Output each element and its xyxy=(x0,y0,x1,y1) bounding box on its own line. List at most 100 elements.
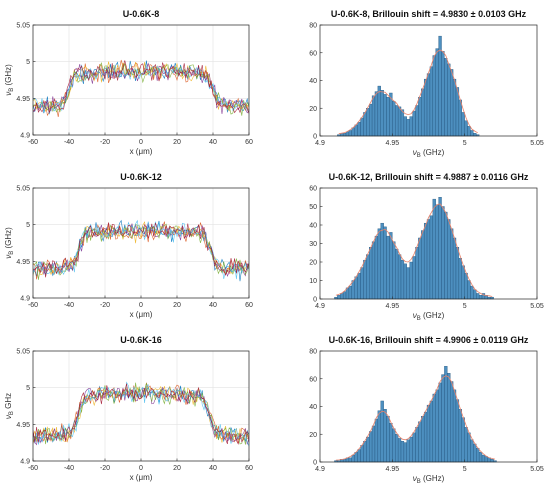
histogram-bar xyxy=(452,78,457,137)
x-tick-label: -60 xyxy=(28,139,38,146)
histogram-bar xyxy=(392,101,396,137)
histogram-bar xyxy=(354,124,358,137)
histogram-bar xyxy=(455,399,460,463)
histogram-bar xyxy=(435,48,439,137)
histogram-bar xyxy=(348,285,352,300)
y-tick-label: 50 xyxy=(309,204,317,211)
chart-title: U-0.6K-12 xyxy=(120,172,162,182)
x-axis-label: νB (GHz) xyxy=(413,474,445,485)
histogram-bar xyxy=(435,204,439,300)
histogram-bar xyxy=(409,261,413,300)
histogram-bar xyxy=(348,130,352,137)
y-tick-label: 4.9 xyxy=(20,459,30,466)
x-tick-label: 5 xyxy=(463,466,467,473)
histogram-bar xyxy=(470,130,474,137)
histogram-bar xyxy=(438,382,442,463)
histogram-bar xyxy=(470,285,474,300)
x-axis-label: x (μm) xyxy=(130,310,153,319)
x-tick-label: 0 xyxy=(139,302,143,309)
histogram-bar xyxy=(392,428,396,463)
histogram-bar xyxy=(345,287,350,300)
y-tick-label: 4.9 xyxy=(20,133,30,140)
histogram-bar xyxy=(383,226,387,300)
x-tick-label: 4.9 xyxy=(315,466,325,473)
histogram-bar xyxy=(441,206,445,300)
histogram-bar xyxy=(342,459,347,463)
histogram-bar xyxy=(415,427,419,463)
chart-title: U-0.6K-8, Brillouin shift = 4.9830 ± 0.0… xyxy=(331,9,527,19)
histogram-bar xyxy=(366,436,370,463)
x-tick-label: 20 xyxy=(173,139,181,146)
panel-u06k8-histogram: U-0.6K-8, Brillouin shift = 4.9830 ± 0.0… xyxy=(309,9,544,159)
trace-group xyxy=(33,59,249,117)
histogram-bar xyxy=(490,459,494,463)
y-tick-label: 5 xyxy=(26,59,30,66)
histogram-bar xyxy=(421,230,425,300)
x-tick-label: 5 xyxy=(463,140,467,147)
x-tick-label: -40 xyxy=(64,302,74,309)
chart-title: U-0.6K-16, Brillouin shift = 4.9906 ± 0.… xyxy=(329,335,529,345)
x-axis-label: x (μm) xyxy=(130,147,153,156)
y-tick-label: 5 xyxy=(26,222,30,229)
histogram-bar xyxy=(452,237,457,300)
histogram-bar xyxy=(354,276,358,300)
y-tick-label: 0 xyxy=(313,134,317,141)
x-tick-label: 5 xyxy=(463,303,467,310)
y-tick-label: 20 xyxy=(309,106,317,113)
histogram-bar xyxy=(403,442,407,463)
y-tick-label: 80 xyxy=(309,349,317,356)
histogram-bar xyxy=(461,265,465,300)
x-tick-label: -40 xyxy=(64,139,74,146)
histogram-bar xyxy=(426,219,431,300)
panel-u06k16-profile: U-0.6K-16 -60 -40 -20 0 20 40 60 4.9 4.95 5 5.05 x (… xyxy=(4,335,253,482)
y-axis-label: νB GHz xyxy=(4,393,15,419)
histogram-bar xyxy=(357,121,361,137)
histogram-bar xyxy=(432,55,436,137)
y-axis-label: νB (GHz) xyxy=(4,227,15,259)
y-tick-label: 4.9 xyxy=(20,296,30,303)
y-tick-label: 0 xyxy=(313,460,317,467)
histogram-bar xyxy=(406,267,410,300)
histogram-bar xyxy=(403,263,407,300)
trace-line xyxy=(33,60,249,114)
histogram-bar xyxy=(447,63,451,137)
histogram-bar xyxy=(371,425,376,463)
histogram-bar xyxy=(377,410,381,463)
histogram-bar xyxy=(363,259,367,300)
histogram-bar xyxy=(348,457,352,463)
x-tick-label: 20 xyxy=(173,302,181,309)
histogram-bar xyxy=(409,436,413,463)
y-tick-label: 80 xyxy=(309,23,317,30)
histogram-bar xyxy=(357,449,361,463)
histogram-bar xyxy=(380,222,384,300)
panel-u06k12-profile: U-0.6K-12 -60 -40 -20 0 20 40 60 4.9 4.95 5 5.05 x (… xyxy=(4,172,253,319)
y-tick-label: 0 xyxy=(313,297,317,304)
histogram-bar xyxy=(395,248,399,300)
fit-curve xyxy=(335,203,493,297)
y-tick-label: 4.95 xyxy=(16,96,30,103)
x-axis-label: νB (GHz) xyxy=(413,311,445,322)
histogram-bar xyxy=(369,103,373,137)
histogram-bar xyxy=(458,258,462,300)
histogram-bar xyxy=(406,439,410,463)
x-tick-label: 0 xyxy=(139,139,143,146)
histogram-bar xyxy=(397,254,402,300)
histogram-bar xyxy=(473,443,477,463)
histogram-bar xyxy=(461,112,465,137)
histogram-bar xyxy=(383,94,387,137)
histogram-bar xyxy=(423,78,428,137)
histogram-bar xyxy=(345,131,350,137)
histogram-bar xyxy=(429,400,434,463)
histogram-bar xyxy=(374,235,379,300)
histogram-bar xyxy=(438,197,442,300)
y-axis-label: νB (GHz) xyxy=(4,64,15,96)
panel-u06k12-histogram: U-0.6K-12, Brillouin shift = 4.9887 ± 0.… xyxy=(309,172,544,322)
histogram-bar xyxy=(400,109,405,137)
y-tick-label: 40 xyxy=(309,404,317,411)
histogram-bar xyxy=(467,280,471,300)
histogram-bar xyxy=(342,133,347,137)
histogram-bar xyxy=(423,411,428,463)
histogram-bar xyxy=(340,293,344,300)
histogram-bar xyxy=(467,432,471,463)
